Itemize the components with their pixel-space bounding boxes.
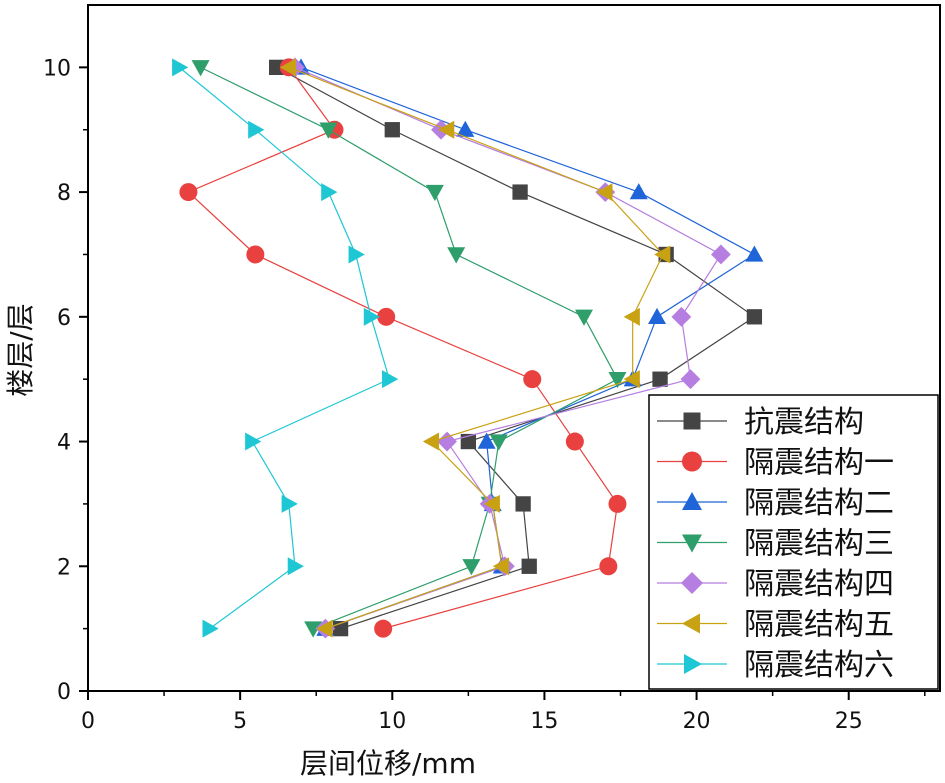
legend-label: 隔震结构一 xyxy=(744,446,894,481)
data-point xyxy=(599,557,618,576)
data-point xyxy=(574,309,593,326)
y-tick-label: 2 xyxy=(57,555,71,580)
data-point xyxy=(711,244,731,265)
data-point xyxy=(348,245,365,264)
data-point xyxy=(652,371,668,387)
legend-marker xyxy=(681,572,703,594)
data-point xyxy=(492,557,510,576)
data-point xyxy=(648,307,667,325)
y-tick-label: 10 xyxy=(43,56,71,81)
x-tick-label: 15 xyxy=(530,709,558,734)
plot-border xyxy=(87,4,941,692)
data-point xyxy=(246,245,265,264)
data-point xyxy=(279,58,297,77)
data-point xyxy=(437,431,457,452)
data-point xyxy=(172,58,189,77)
series-line xyxy=(276,66,756,630)
legend-label: 隔震结构五 xyxy=(744,608,894,643)
data-point xyxy=(456,120,475,137)
legend-marker xyxy=(682,613,700,634)
data-point xyxy=(281,494,298,513)
data-point xyxy=(438,120,455,139)
data-point xyxy=(316,619,333,638)
legend-label: 隔震结构三 xyxy=(744,527,894,562)
data-point xyxy=(202,619,219,638)
x-tick-label: 25 xyxy=(835,709,863,734)
legend-marker xyxy=(684,654,702,674)
data-point xyxy=(477,432,496,449)
data-point xyxy=(191,60,210,77)
data-point xyxy=(483,494,500,513)
data-point xyxy=(377,307,396,326)
data-point xyxy=(304,621,323,638)
legend-label: 隔震结构二 xyxy=(744,486,894,521)
data-point xyxy=(623,307,640,326)
series-1 xyxy=(179,58,627,638)
x-tick-label: 0 xyxy=(81,709,95,734)
data-point xyxy=(363,307,380,326)
data-point xyxy=(523,370,542,389)
series-line xyxy=(200,66,619,630)
series-line xyxy=(288,66,664,630)
data-point xyxy=(512,184,528,200)
series-0 xyxy=(269,59,763,637)
y-tick-label: 0 xyxy=(57,680,71,705)
series-layer xyxy=(172,57,764,639)
x-tick-label: 5 xyxy=(233,709,247,734)
data-point xyxy=(489,434,508,451)
y-axis: 0 2 4 6 8 10 xyxy=(43,56,88,705)
data-point xyxy=(422,432,440,451)
x-axis: 0 5 10 15 20 25 xyxy=(81,691,926,734)
data-point xyxy=(608,494,627,513)
data-point xyxy=(623,370,640,389)
data-point xyxy=(515,496,531,512)
legend-marker xyxy=(683,412,701,430)
series-line xyxy=(187,67,619,630)
data-point xyxy=(245,432,262,451)
data-point xyxy=(319,122,338,139)
x-tick-label: 20 xyxy=(683,709,711,734)
data-point xyxy=(384,122,400,138)
data-point xyxy=(321,183,338,202)
legend-marker xyxy=(682,451,702,472)
data-point xyxy=(447,247,466,264)
series-3 xyxy=(191,60,627,638)
data-point xyxy=(654,245,671,264)
data-point xyxy=(671,306,692,327)
y-axis-title: 楼层/层 xyxy=(4,303,37,396)
data-point xyxy=(179,183,198,202)
data-point xyxy=(248,120,265,139)
data-point xyxy=(460,433,477,450)
data-point xyxy=(596,183,613,202)
x-axis-title: 层间位移/mm xyxy=(300,747,476,780)
x-tick-label: 10 xyxy=(378,709,406,734)
series-5 xyxy=(279,58,671,638)
data-point xyxy=(287,557,304,576)
y-tick-label: 4 xyxy=(57,431,71,456)
y-tick-label: 6 xyxy=(57,306,71,331)
data-point xyxy=(608,371,627,389)
data-point xyxy=(425,184,444,202)
legend-label: 隔震结构六 xyxy=(744,648,894,683)
data-point xyxy=(382,370,399,389)
data-point xyxy=(629,183,648,200)
data-point xyxy=(746,309,763,325)
series-line xyxy=(178,66,390,630)
y-tick-label: 8 xyxy=(57,181,71,206)
legend-label: 隔震结构四 xyxy=(744,567,894,602)
plot-frame xyxy=(87,4,941,692)
legend-marker xyxy=(682,534,702,553)
data-point xyxy=(745,245,764,262)
data-point xyxy=(565,432,584,451)
legend-marker xyxy=(682,492,702,510)
legend-label: 抗震结构 xyxy=(744,405,864,440)
data-point xyxy=(462,559,481,576)
data-point xyxy=(269,59,285,76)
data-point xyxy=(521,558,537,574)
data-point xyxy=(680,369,701,390)
series-6 xyxy=(172,58,399,638)
data-point xyxy=(374,619,393,638)
